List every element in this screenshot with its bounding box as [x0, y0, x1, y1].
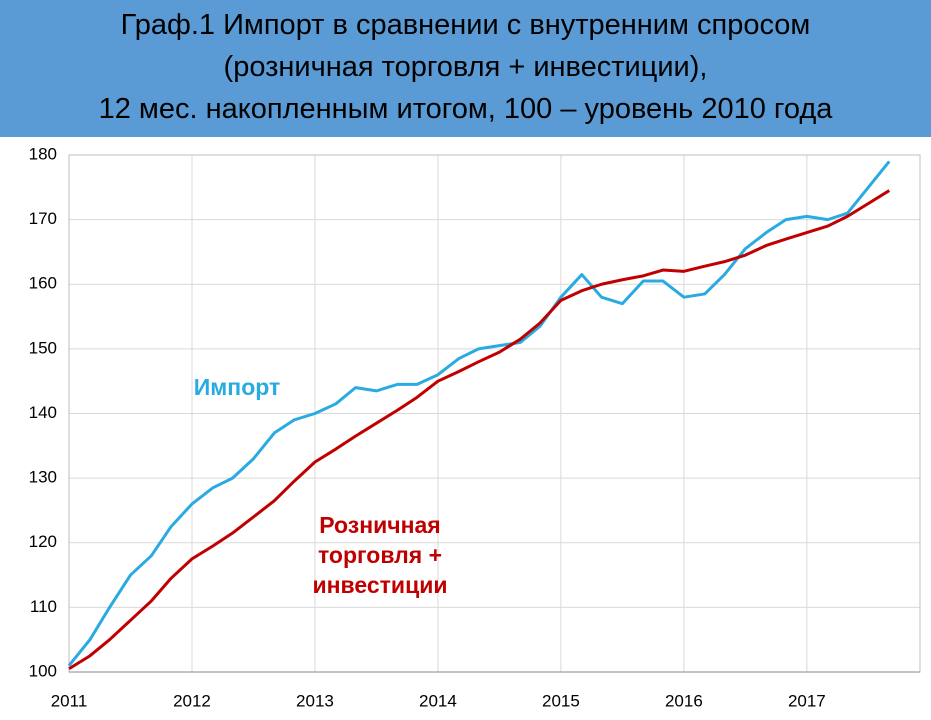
series-line [67, 160, 891, 667]
x-tick-label: 2012 [173, 691, 211, 710]
y-tick-label: 120 [29, 532, 57, 551]
series-label: Розничная торговля + инвестиции [312, 512, 448, 598]
y-tick-label: 150 [29, 338, 57, 357]
x-tick-label: 2014 [419, 691, 457, 710]
chart-title: Граф.1 Импорт в сравнении с внутренним с… [0, 0, 931, 137]
y-tick-label: 100 [29, 661, 57, 680]
y-tick-label: 170 [29, 209, 57, 228]
x-tick-label: 2017 [788, 691, 826, 710]
y-tick-label: 160 [29, 274, 57, 293]
x-tick-label: 2013 [296, 691, 334, 710]
y-tick-label: 130 [29, 468, 57, 487]
y-tick-label: 180 [29, 144, 57, 163]
x-tick-label: 2015 [542, 691, 580, 710]
x-tick-label: 2016 [665, 691, 703, 710]
y-tick-label: 110 [30, 597, 57, 616]
series-line [68, 189, 891, 671]
series-label: Импорт [193, 374, 281, 400]
x-tick-label: 2011 [51, 691, 88, 710]
y-tick-label: 140 [29, 403, 57, 422]
